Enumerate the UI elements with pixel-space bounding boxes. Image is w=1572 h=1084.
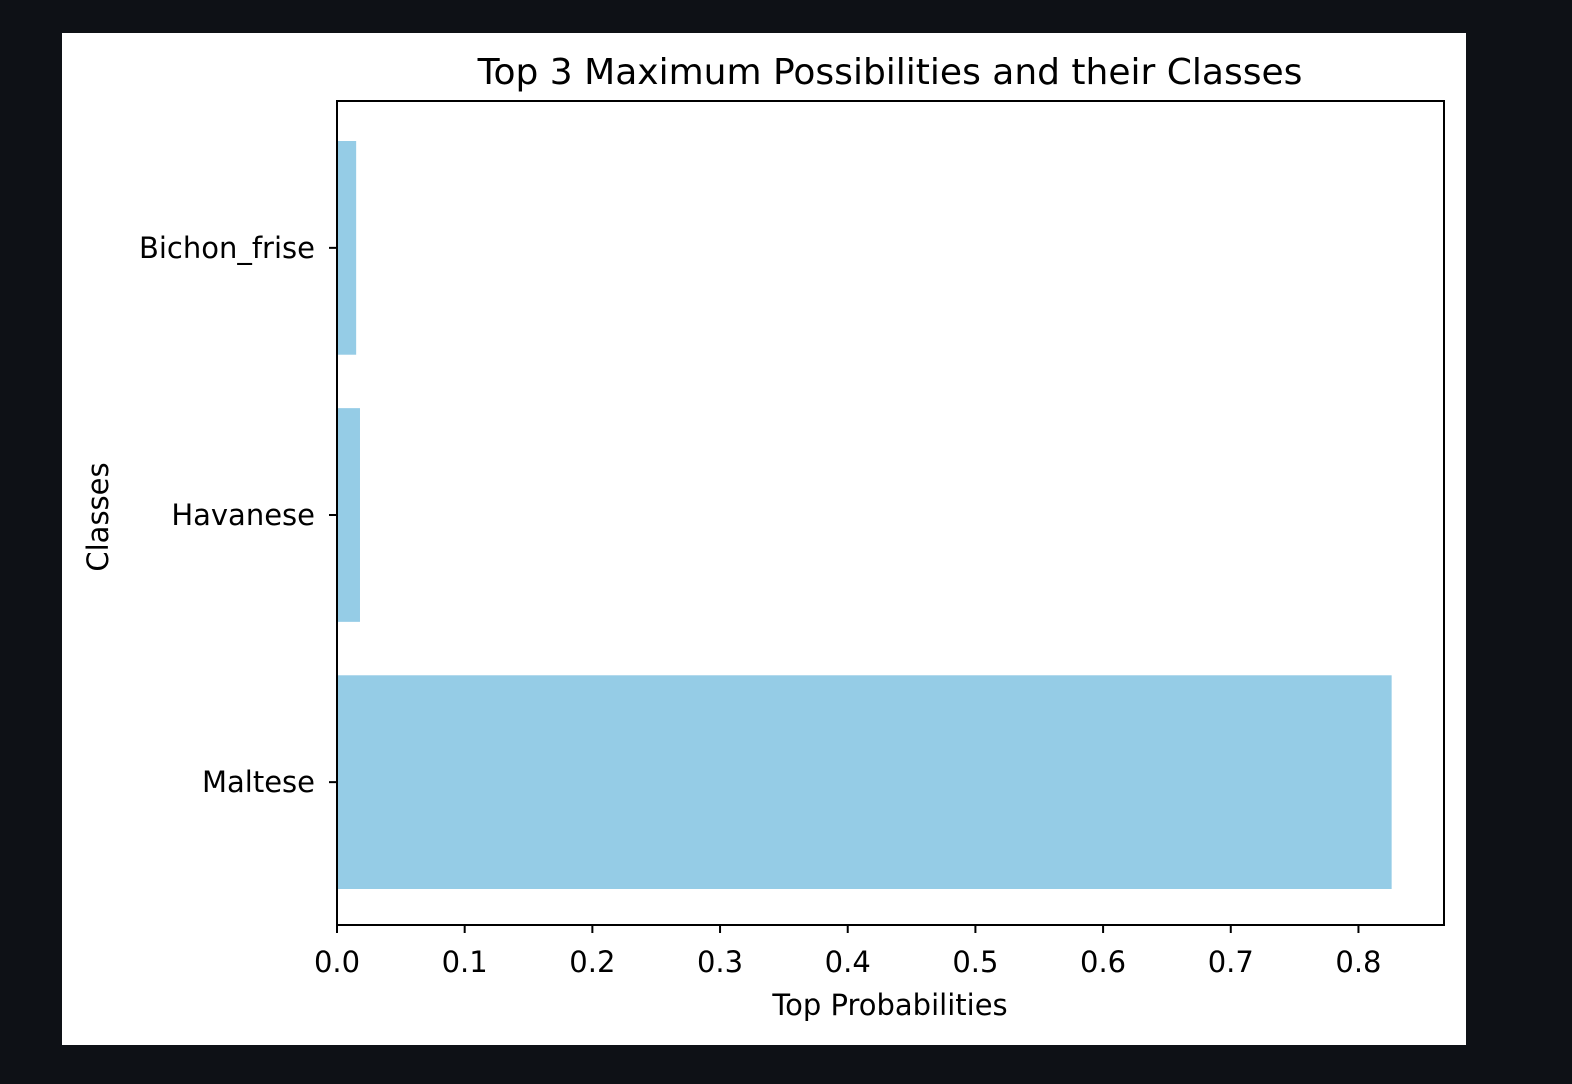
x-tick-label: 0.6 <box>1080 945 1126 979</box>
x-tick-label: 0.3 <box>697 945 743 979</box>
plot-frame <box>336 100 1445 926</box>
x-axis-label: Top Probabilities <box>771 988 1007 1022</box>
x-axis: 0.0 0.1 0.2 0.3 0.4 0.5 0.6 0.7 0.8 <box>314 925 1382 979</box>
y-tick-label-bichon-frise: Bichon_frise <box>139 231 315 265</box>
y-axis: Maltese Havanese Bichon_frise <box>139 231 337 799</box>
y-tick-label-maltese: Maltese <box>202 765 315 799</box>
bar-havanese <box>337 408 360 622</box>
y-axis-label: Classes <box>81 462 115 571</box>
x-tick-label: 0.1 <box>442 945 488 979</box>
bar-maltese <box>337 675 1392 889</box>
x-tick-label: 0.7 <box>1208 945 1254 979</box>
x-tick-label: 0.8 <box>1335 945 1381 979</box>
x-tick-label: 0.5 <box>952 945 998 979</box>
x-tick-label: 0.2 <box>569 945 615 979</box>
bars-layer <box>337 141 1392 889</box>
x-tick-label: 0.4 <box>825 945 871 979</box>
chart-title: Top 3 Maximum Possibilities and their Cl… <box>477 52 1303 93</box>
bar-bichon-frise <box>337 141 357 355</box>
y-tick-label-havanese: Havanese <box>171 498 315 532</box>
x-tick-label: 0.0 <box>314 945 360 979</box>
